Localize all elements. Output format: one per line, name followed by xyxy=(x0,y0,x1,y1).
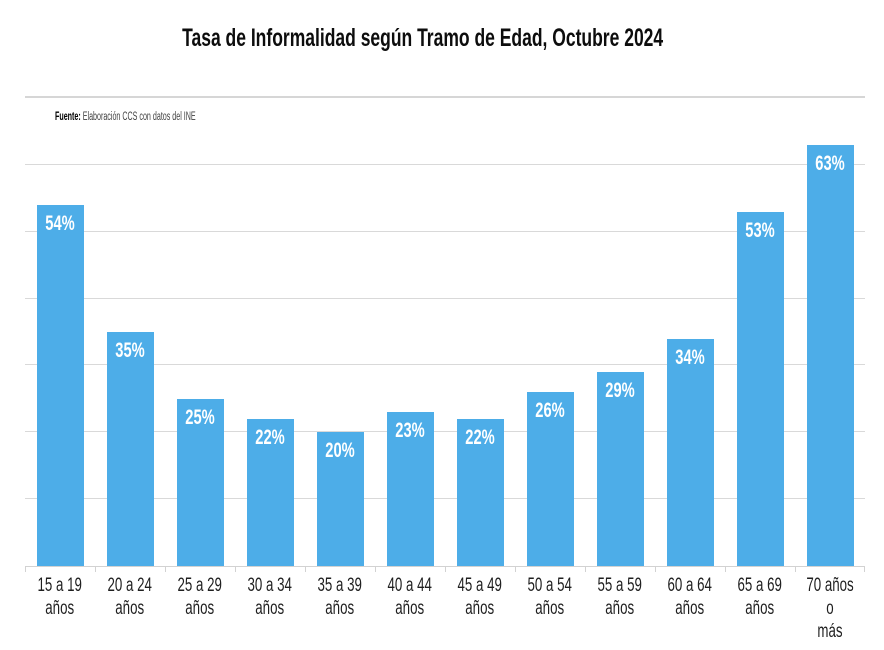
bar: 54% xyxy=(36,204,84,566)
x-axis-label: 65 a 69 años xyxy=(737,575,783,619)
x-axis-labels: 15 a 19 años 20 a 24 años 25 a 29 años 30 a… xyxy=(25,574,865,643)
axis-tick xyxy=(655,566,656,572)
bar-value-label: 63% xyxy=(815,151,845,175)
x-axis-label: 40 a 44 años xyxy=(387,575,433,619)
bar: 53% xyxy=(736,211,784,566)
axis-tick xyxy=(585,566,586,572)
bar: 63% xyxy=(806,144,854,566)
bar: 23% xyxy=(386,412,434,566)
gridline xyxy=(25,498,865,500)
gridline xyxy=(25,364,865,366)
bar-column: 35% xyxy=(95,98,165,566)
bar: 22% xyxy=(456,418,504,566)
bar-value-label: 29% xyxy=(605,379,635,403)
source-note: Fuente: Elaboración CCS con datos del IN… xyxy=(55,110,282,124)
bar-value-label: 22% xyxy=(255,425,285,449)
bar-value-label: 26% xyxy=(535,399,565,423)
bar: 20% xyxy=(316,432,364,566)
x-axis-label: 25 a 29 años xyxy=(177,575,223,619)
bar-column: 53% xyxy=(725,98,795,566)
bar-column: 23% xyxy=(375,98,445,566)
gridline xyxy=(25,431,865,433)
axis-tick xyxy=(795,566,796,572)
axis-tick xyxy=(725,566,726,572)
axis-tick xyxy=(235,566,236,572)
bar-value-label: 25% xyxy=(185,405,215,429)
bar-column: 29% xyxy=(585,98,655,566)
bar-column: 25% xyxy=(165,98,235,566)
x-axis-label: 35 a 39 años xyxy=(317,575,363,619)
bar-value-label: 23% xyxy=(395,419,425,443)
bar-column: 26% xyxy=(515,98,585,566)
axis-tick xyxy=(445,566,446,572)
source-label: Fuente: xyxy=(55,111,81,123)
x-axis-label: 15 a 19 años xyxy=(37,575,83,619)
bar-value-label: 20% xyxy=(325,439,355,463)
gridline xyxy=(25,163,865,165)
axis-tick xyxy=(375,566,376,572)
gridline xyxy=(25,230,865,232)
x-axis-label: 30 a 34 años xyxy=(247,575,293,619)
axis-tick xyxy=(864,566,865,572)
bar-column: 22% xyxy=(235,98,305,566)
bar-value-label: 22% xyxy=(465,425,495,449)
axis-tick xyxy=(305,566,306,572)
bar: 29% xyxy=(596,372,644,566)
source-text: Elaboración CCS con datos del INE xyxy=(82,111,196,123)
x-axis-label: 55 a 59 años xyxy=(597,575,643,619)
plot-area: 54% 35% 25% 22% 20% 23% 22% 26% 29% 34% 53% 63% xyxy=(25,96,865,572)
bar: 34% xyxy=(666,338,714,566)
bar-column: 34% xyxy=(655,98,725,566)
bar-column: 22% xyxy=(445,98,515,566)
bar-column: 20% xyxy=(305,98,375,566)
bar-series: 54% 35% 25% 22% 20% 23% 22% 26% 29% 34% 53% 63% xyxy=(25,98,865,566)
x-axis-label: 60 a 64 años xyxy=(667,575,713,619)
chart-title-text: Tasa de Informalidad según Tramo de Edad… xyxy=(182,24,664,52)
bar-column: 63% xyxy=(795,98,865,566)
axis-tick xyxy=(515,566,516,572)
bar: 22% xyxy=(246,418,294,566)
axis-tick xyxy=(25,566,26,572)
axis-tick xyxy=(165,566,166,572)
x-axis-label: 50 a 54 años xyxy=(527,575,573,619)
chart-title: Tasa de Informalidad según Tramo de Edad… xyxy=(0,24,846,53)
bar: 35% xyxy=(106,332,154,566)
x-axis-label: 70 años o más xyxy=(806,575,854,642)
x-axis-label: 20 a 24 años xyxy=(107,575,153,619)
axis-tick xyxy=(95,566,96,572)
bar-column: 54% xyxy=(25,98,95,566)
bar-value-label: 34% xyxy=(675,345,705,369)
bar-value-label: 53% xyxy=(745,218,775,242)
bar-value-label: 35% xyxy=(115,339,145,362)
gridline xyxy=(25,297,865,299)
x-axis-label: 45 a 49 años xyxy=(457,575,503,619)
bar: 25% xyxy=(176,398,224,566)
bar: 26% xyxy=(526,392,574,566)
bar-value-label: 54% xyxy=(45,211,75,235)
